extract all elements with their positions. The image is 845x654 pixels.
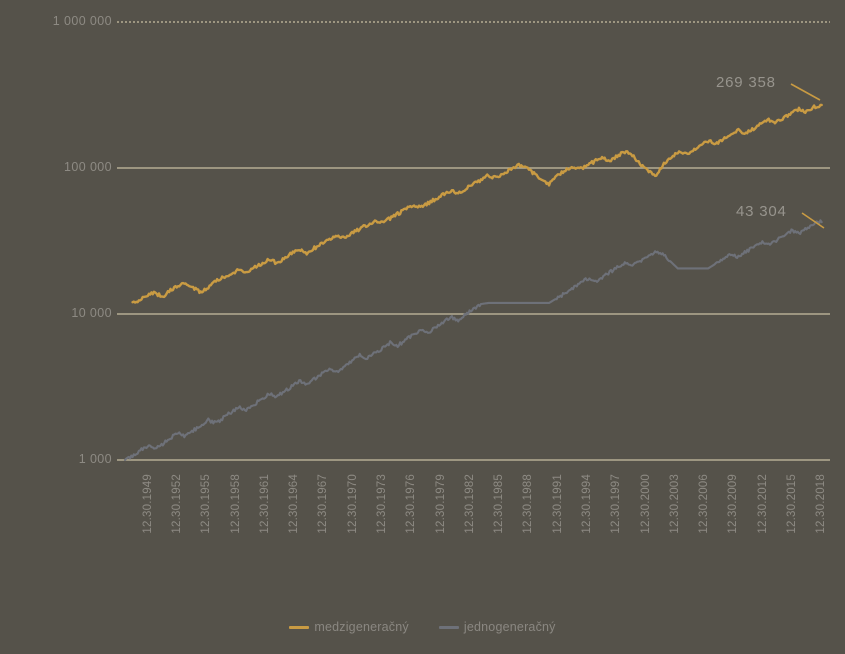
x-axis-tick-label: 12.30.1991	[551, 474, 564, 534]
legend-swatch-icon	[289, 625, 310, 629]
x-axis-tick-label: 12.30.1961	[258, 474, 271, 534]
x-axis-tick-label: 12.30.1979	[434, 474, 447, 534]
legend-swatch-icon	[438, 625, 459, 629]
x-axis-tick-label: 12.30.1982	[463, 474, 476, 534]
legend-item-single-generation[interactable]: jednogeneračný	[438, 620, 556, 634]
callout-leader-lines	[790, 83, 825, 229]
x-axis-tick-label: 12.30.1967	[317, 474, 330, 534]
legend-label-single-generation: jednogeneračný	[463, 620, 556, 634]
y-axis-tick-label: 1 000 000	[52, 14, 112, 28]
chart-legend: medzigeneračný jednogeneračný	[0, 620, 845, 634]
x-axis-tick-label: 12.30.1952	[170, 474, 183, 534]
leader-line-intergenerational	[790, 83, 821, 101]
x-axis-tick-label: 12.30.2015	[786, 474, 799, 534]
gridlines	[117, 21, 830, 461]
y-axis: 1 000 10 000 100 000 1 000 000	[0, 0, 112, 470]
x-axis-tick-label: 12.30.1976	[405, 474, 418, 534]
legend-item-intergenerational[interactable]: medzigeneračný	[289, 620, 409, 634]
x-axis-tick-label: 12.30.1949	[141, 474, 154, 534]
x-axis-tick-label: 12.30.1970	[346, 474, 359, 534]
x-axis-tick-label: 12.30.2006	[698, 474, 711, 534]
x-axis-tick-label: 12.30.1997	[610, 474, 623, 534]
x-axis-tick-label: 12.30.1973	[375, 474, 388, 534]
x-axis-tick-label: 12.30.1988	[522, 474, 535, 534]
data-label-single-generation: 43 304	[736, 203, 787, 220]
x-axis-tick-label: 12.30.1985	[493, 474, 506, 534]
x-axis-tick-label: 12.30.2003	[668, 474, 681, 534]
x-axis-tick-label: 12.30.1955	[200, 474, 213, 534]
x-axis-tick-label: 12.30.1964	[288, 474, 301, 534]
series-line-intergenerational	[131, 103, 823, 304]
data-label-intergenerational: 269 358	[716, 74, 776, 91]
leader-line-single-generation	[801, 212, 825, 229]
legend-label-intergenerational: medzigeneračný	[314, 620, 409, 634]
series-lines	[123, 103, 823, 462]
x-axis-tick-label: 12.30.2018	[815, 474, 828, 534]
x-axis-tick-label: 12.30.2009	[727, 474, 740, 534]
y-axis-tick-label: 100 000	[64, 160, 112, 174]
series-line-single-generation	[123, 219, 823, 462]
y-axis-tick-label: 10 000	[71, 306, 112, 320]
x-axis-tick-label: 12.30.1994	[581, 474, 594, 534]
x-axis-tick-label: 12.30.2000	[639, 474, 652, 534]
y-axis-tick-label: 1 000	[78, 452, 112, 466]
x-axis: 12.30.1949 12.30.1952 12.30.1955 12.30.1958…	[0, 466, 845, 576]
x-axis-tick-label: 12.30.2012	[756, 474, 769, 534]
x-axis-tick-label: 12.30.1958	[229, 474, 242, 534]
